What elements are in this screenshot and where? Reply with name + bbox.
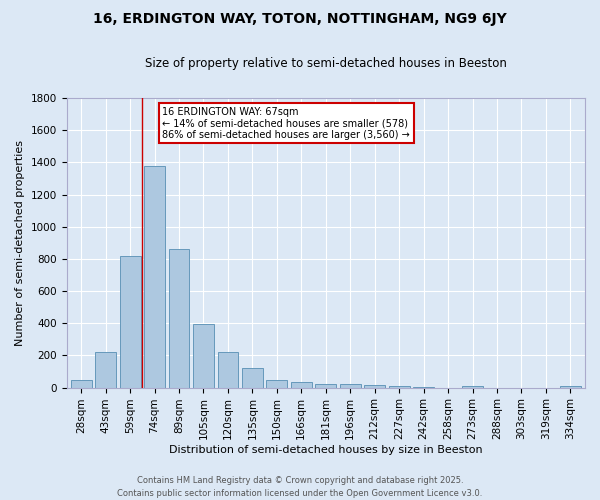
Bar — [340, 384, 361, 388]
Bar — [218, 352, 238, 388]
Bar — [291, 382, 312, 388]
Bar — [413, 387, 434, 388]
Y-axis label: Number of semi-detached properties: Number of semi-detached properties — [15, 140, 25, 346]
Bar — [266, 380, 287, 388]
Bar — [193, 324, 214, 388]
Bar — [95, 352, 116, 388]
Bar — [242, 368, 263, 388]
Bar — [144, 166, 165, 388]
Bar — [169, 250, 190, 388]
Bar — [560, 386, 581, 388]
X-axis label: Distribution of semi-detached houses by size in Beeston: Distribution of semi-detached houses by … — [169, 445, 482, 455]
Text: Contains HM Land Registry data © Crown copyright and database right 2025.
Contai: Contains HM Land Registry data © Crown c… — [118, 476, 482, 498]
Bar — [316, 384, 336, 388]
Bar — [462, 386, 483, 388]
Title: Size of property relative to semi-detached houses in Beeston: Size of property relative to semi-detach… — [145, 58, 507, 70]
Bar — [71, 380, 92, 388]
Text: 16 ERDINGTON WAY: 67sqm
← 14% of semi-detached houses are smaller (578)
86% of s: 16 ERDINGTON WAY: 67sqm ← 14% of semi-de… — [163, 106, 410, 140]
Bar — [364, 385, 385, 388]
Text: 16, ERDINGTON WAY, TOTON, NOTTINGHAM, NG9 6JY: 16, ERDINGTON WAY, TOTON, NOTTINGHAM, NG… — [93, 12, 507, 26]
Bar — [120, 256, 140, 388]
Bar — [389, 386, 410, 388]
